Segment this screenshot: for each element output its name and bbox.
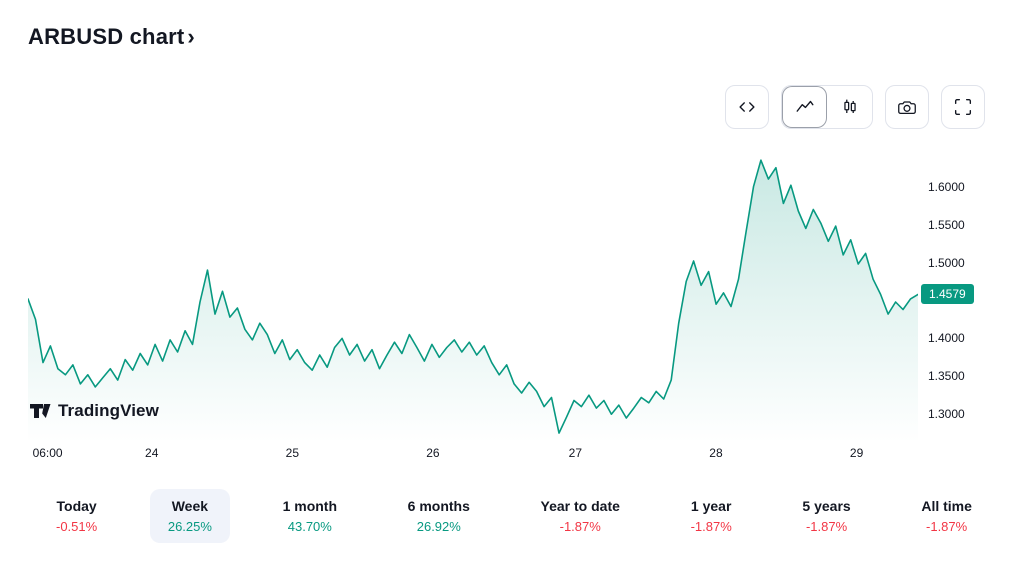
range-change: -1.87%	[805, 519, 848, 534]
range-label: 6 months	[407, 498, 470, 514]
price-axis-label: 1.5500	[928, 217, 965, 232]
range-year-to-date[interactable]: Year to date -1.87%	[523, 489, 638, 543]
range-all-time[interactable]: All time -1.87%	[903, 489, 990, 543]
fullscreen-button[interactable]	[941, 85, 985, 129]
time-axis-label: 25	[285, 446, 300, 460]
range-label: 1 month	[282, 498, 338, 514]
chart-style-switcher	[781, 85, 873, 129]
time-axis-label: 06:00	[32, 446, 63, 460]
price-area-chart[interactable]	[28, 145, 918, 443]
tradingview-logo-icon	[30, 403, 51, 418]
range-change: -1.87%	[559, 519, 601, 534]
range-6-months[interactable]: 6 months 26.92%	[390, 489, 488, 543]
time-axis-label: 26	[426, 446, 440, 460]
time-axis-label: 29	[849, 446, 864, 460]
range-label: 5 years	[802, 498, 851, 514]
page-title[interactable]: ARBUSD chart ›	[28, 24, 195, 50]
tradingview-logo-text: TradingView	[58, 401, 159, 420]
snapshot-button[interactable]	[885, 85, 929, 129]
symbol-title: ARBUSD chart	[28, 24, 185, 49]
range-today[interactable]: Today -0.51%	[38, 489, 115, 543]
chevron-right-icon: ›	[187, 24, 195, 49]
range-label: Today	[56, 498, 97, 514]
price-axis-label: 1.3000	[928, 407, 965, 422]
camera-icon	[898, 101, 916, 115]
range-week[interactable]: Week 26.25%	[149, 489, 230, 543]
range-1-month[interactable]: 1 month 43.70%	[265, 489, 355, 543]
range-change: -1.87%	[690, 519, 732, 534]
tradingview-logo[interactable]: TradingView	[30, 401, 159, 421]
candlestick-icon	[843, 99, 856, 113]
chart-toolbar	[725, 85, 985, 129]
fullscreen-icon	[954, 98, 972, 116]
candles-style-button[interactable]	[827, 86, 872, 128]
price-axis-label: 1.3500	[928, 369, 965, 384]
code-icon	[739, 102, 755, 112]
area-style-button[interactable]	[782, 86, 827, 128]
time-axis-label: 24	[145, 446, 159, 460]
range-label: Week	[171, 498, 209, 514]
range-change: 26.92%	[416, 519, 461, 534]
range-1-year[interactable]: 1 year -1.87%	[673, 489, 750, 543]
time-axis-label: 28	[709, 446, 723, 460]
range-change: -1.87%	[926, 519, 968, 534]
price-axis-label: 1.4000	[928, 331, 965, 346]
range-change: 43.70%	[287, 519, 332, 534]
time-range-bar: Today -0.51% Week 26.25% 1 month 43.70% 6 mont…	[38, 489, 990, 543]
time-axis-label: 27	[568, 446, 583, 460]
last-price-badge: 1.4579	[921, 284, 974, 305]
range-label: All time	[921, 498, 972, 514]
range-change: -0.51%	[56, 519, 98, 534]
get-code-button[interactable]	[725, 85, 769, 129]
range-label: 1 year	[690, 498, 732, 514]
range-label: Year to date	[540, 498, 620, 514]
price-axis-label: 1.6000	[928, 179, 965, 194]
price-axis-label: 1.5000	[928, 255, 965, 270]
range-change: 26.25%	[167, 519, 212, 534]
range-5-years[interactable]: 5 years -1.87%	[784, 489, 868, 543]
area-chart-icon	[796, 100, 813, 112]
